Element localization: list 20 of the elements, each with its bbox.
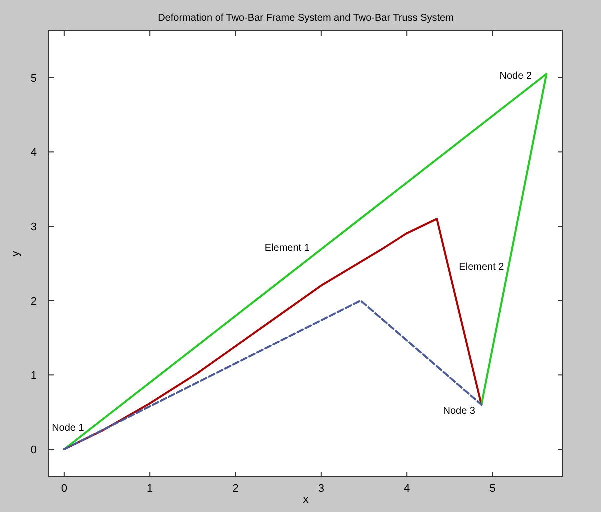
y-tick-label: 1	[30, 370, 37, 382]
x-tick-label: 0	[61, 483, 68, 495]
y-tick-label: 5	[30, 72, 37, 85]
annotation: Element 2	[459, 262, 505, 274]
x-tick-label: 2	[232, 483, 239, 495]
y-tick-label: 4	[30, 147, 37, 160]
annotation: Node 2	[500, 71, 532, 82]
x-tick-label: 1	[147, 483, 154, 495]
annotation: Node 1	[52, 423, 85, 434]
y-tick-label: 3	[30, 221, 37, 234]
y-axis-title: y	[10, 250, 22, 257]
x-tick-label: 5	[490, 483, 496, 495]
chart-title: Deformation of Two-Bar Frame System and Two-Bar Truss System	[158, 13, 454, 24]
x-axis-title: x	[303, 494, 310, 506]
x-tick-label: 3	[318, 483, 324, 495]
x-tick-label: 4	[404, 483, 410, 495]
annotation: Element 1	[264, 242, 310, 254]
y-tick-label: 2	[30, 296, 37, 308]
y-tick-label: 0	[30, 444, 37, 456]
annotation: Node 3	[443, 406, 476, 418]
